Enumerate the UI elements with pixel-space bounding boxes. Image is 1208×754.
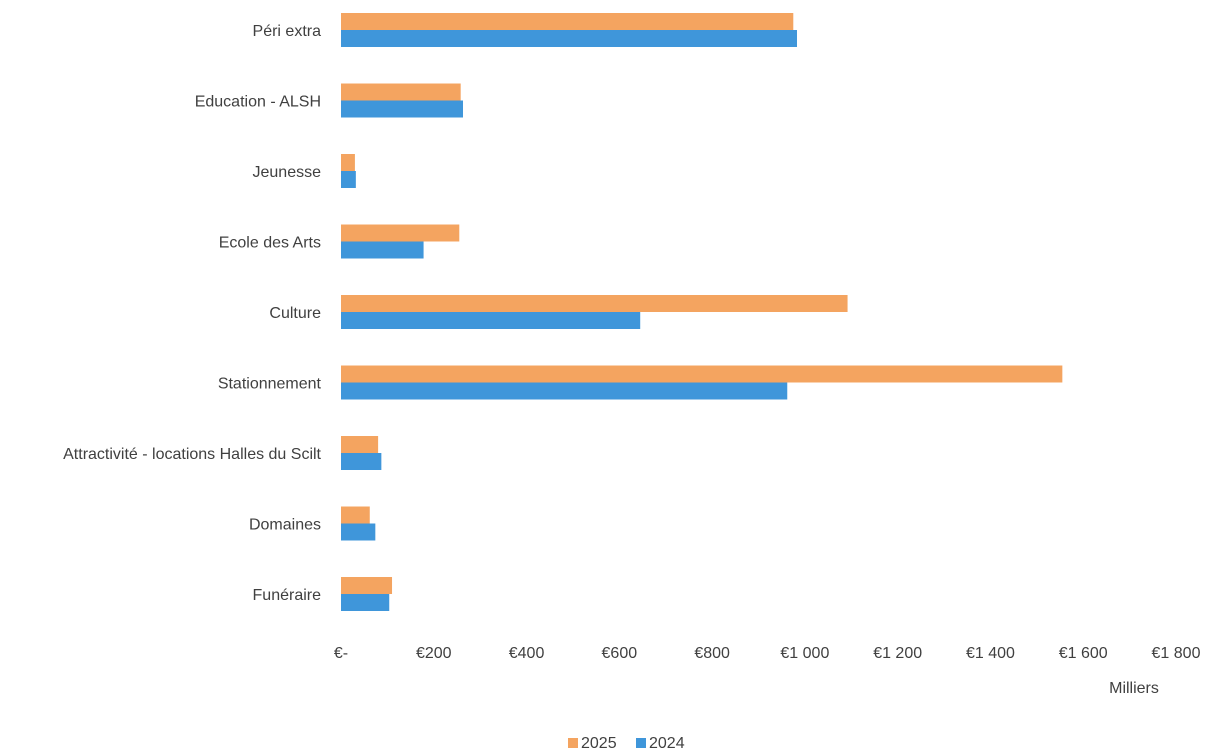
legend-swatch-2025 — [568, 738, 578, 748]
x-tick-label: €200 — [416, 645, 452, 662]
category-label: Domaines — [249, 517, 321, 534]
x-tick-label: €1 600 — [1059, 645, 1108, 662]
bar-2025-6 — [341, 365, 1063, 383]
bar-2024-7 — [341, 453, 382, 470]
category-label: Culture — [269, 305, 321, 322]
bar-2025-2 — [341, 83, 461, 101]
x-tick-label: €400 — [509, 645, 545, 662]
x-tick-label: €1 200 — [873, 645, 922, 662]
category-axis: Péri extra Education - ALSH Jeunesse Ecole … — [63, 23, 321, 604]
bar-2025-9 — [341, 577, 393, 594]
bar-2024-4 — [341, 241, 424, 259]
category-label: Funéraire — [253, 587, 322, 604]
bar-2025-1 — [341, 13, 794, 30]
category-label: Stationnement — [218, 376, 322, 393]
legend-swatch-2024 — [636, 738, 646, 748]
bar-2025-3 — [341, 154, 355, 171]
legend-label-2025: 2025 — [581, 735, 617, 752]
legend: 2025 2024 — [568, 735, 685, 752]
bar-2024-3 — [341, 171, 356, 188]
bar-2025-4 — [341, 224, 460, 242]
category-label: Education - ALSH — [195, 94, 321, 111]
plot-area — [341, 13, 1063, 611]
x-tick-label: €1 000 — [780, 645, 829, 662]
bar-2024-8 — [341, 523, 376, 541]
bar-2025-7 — [341, 436, 379, 453]
category-label: Attractivité - locations Halles du Scilt — [63, 446, 321, 463]
x-tick-label: €600 — [602, 645, 638, 662]
value-axis: €- €200 €400 €600 €800 €1 000 €1 200 €1 400 €1 6… — [334, 645, 1201, 662]
category-label: Péri extra — [253, 23, 322, 40]
bar-2025-5 — [341, 295, 848, 312]
category-label: Jeunesse — [253, 164, 322, 181]
bar-2024-9 — [341, 594, 390, 611]
x-tick-label: €800 — [694, 645, 730, 662]
bar-2024-6 — [341, 382, 788, 400]
category-label: Ecole des Arts — [219, 235, 321, 252]
x-tick-label: €1 400 — [966, 645, 1015, 662]
x-tick-label: €1 800 — [1152, 645, 1201, 662]
bar-2024-1 — [341, 30, 798, 47]
bar-2024-2 — [341, 100, 464, 118]
bar-2025-8 — [341, 506, 370, 524]
legend-label-2024: 2024 — [649, 735, 685, 752]
axis-unit-label: Milliers — [1109, 680, 1159, 697]
bar-2024-5 — [341, 312, 641, 329]
x-tick-label: €- — [334, 645, 348, 662]
